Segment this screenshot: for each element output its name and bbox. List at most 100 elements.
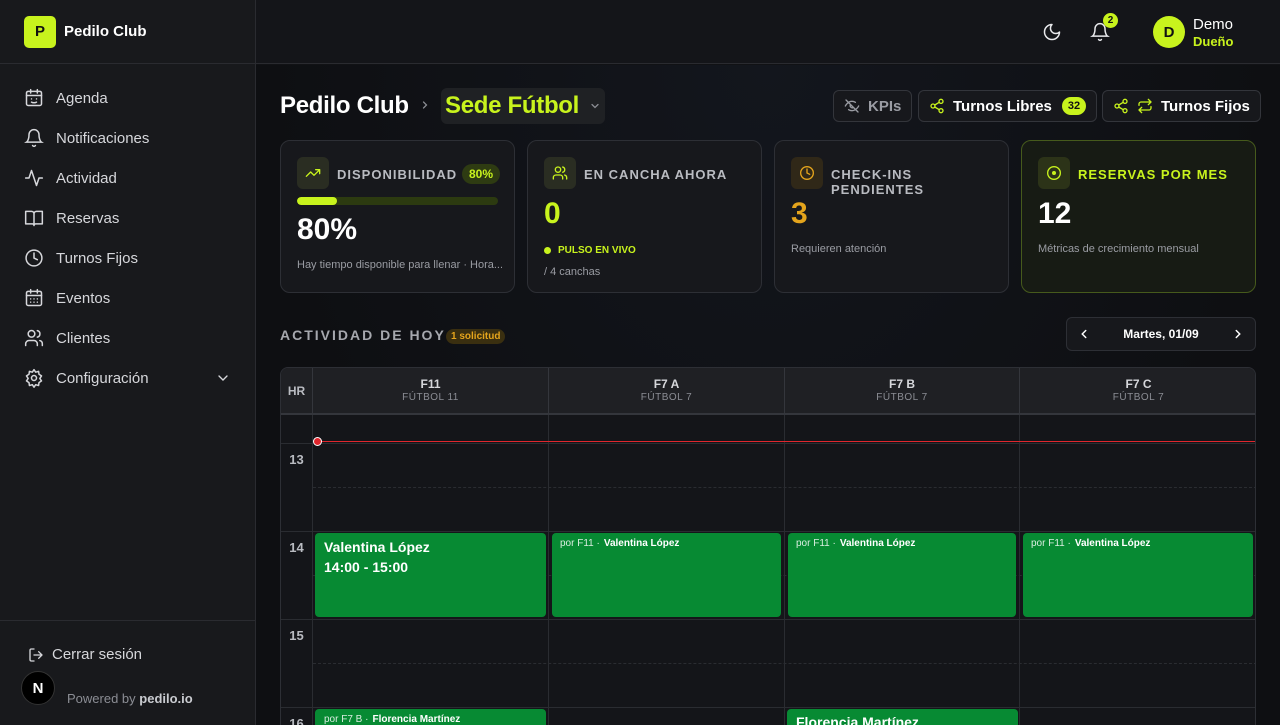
book-icon (24, 210, 44, 227)
sidebar-item-label: Eventos (56, 289, 111, 307)
clock-icon (791, 157, 823, 189)
live-dot (544, 247, 551, 254)
grid-line (281, 443, 1255, 444)
hour-label: 16 (289, 716, 304, 725)
court-name: F11 (420, 377, 441, 391)
turnos-fijos-button[interactable]: Turnos Fijos (1102, 90, 1261, 122)
page-title: Pedilo Club (280, 92, 409, 119)
logout-icon (29, 647, 43, 662)
logout-button[interactable]: Cerrar sesión (28, 646, 142, 663)
sidebar-item-label: Agenda (56, 89, 108, 107)
chevron-right-icon[interactable] (1231, 327, 1245, 341)
court-header-f11: F11 FÚTBOL 11 (313, 368, 549, 413)
sidebar-item-notificaciones[interactable]: Notificaciones (0, 118, 255, 158)
users-icon (544, 157, 576, 189)
bell-icon[interactable] (1090, 22, 1110, 42)
card-en-cancha[interactable]: EN CANCHA AHORA 0 PULSO EN VIVO / 4 canc… (527, 140, 762, 293)
notification-count-badge: 2 (1103, 13, 1118, 28)
powered-prefix: Powered by (67, 691, 136, 706)
sede-selector[interactable]: Sede Fútbol (441, 88, 606, 124)
sidebar-item-reservas[interactable]: Reservas (0, 198, 255, 238)
event-source: por F11 · (560, 538, 600, 549)
sidebar-item-agenda[interactable]: Agenda (0, 78, 255, 118)
grid-line (312, 415, 313, 725)
progress-bar (297, 197, 498, 205)
eye-off-icon (844, 99, 860, 113)
sidebar-item-label: Reservas (56, 209, 120, 227)
card-reservas[interactable]: RESERVAS POR MES 12 Métricas de crecimie… (1021, 140, 1256, 293)
user-role: Dueño (1193, 34, 1234, 49)
chevron-left-icon[interactable] (1077, 327, 1091, 341)
calendar-face-icon (25, 88, 43, 107)
card-disponibilidad[interactable]: DISPONIBILIDAD 80% 80% Hay tiempo dispon… (280, 140, 515, 293)
event-client-name: Florencia Martínez (796, 714, 919, 725)
booking-event[interactable]: por F11 · Valentina López (788, 533, 1016, 617)
card-subtitle: / 4 canchas (544, 266, 601, 278)
activity-icon (24, 169, 44, 187)
sidebar-item-turnos-fijos[interactable]: Turnos Fijos (0, 238, 255, 278)
sidebar-item-clientes[interactable]: Clientes (0, 318, 255, 358)
brand[interactable]: P Pedilo Club (0, 0, 255, 64)
event-reference: por F11 · Valentina López (796, 538, 915, 549)
event-time: 14:00 - 15:00 (324, 559, 409, 575)
event-reference: por F11 · Valentina López (560, 538, 679, 549)
sidebar-footer: Cerrar sesión N Powered by pedilo.io (0, 620, 255, 725)
framework-badge[interactable]: N (21, 671, 55, 705)
card-subtitle: Métricas de crecimiento mensual (1038, 243, 1199, 255)
moon-icon[interactable] (1042, 22, 1062, 42)
main-content: Pedilo Club Sede Fútbol KPIs Turnos Libr… (256, 65, 1280, 725)
event-reference: por F11 · Valentina López (1031, 538, 1150, 549)
kpis-button[interactable]: KPIs (833, 90, 913, 122)
card-subtitle: Requieren atención (791, 243, 887, 255)
date-navigator: Martes, 01/09 (1066, 317, 1256, 351)
sidebar: P Pedilo Club Agenda Notificaciones Acti… (0, 0, 256, 725)
grid-line (281, 531, 1255, 532)
event-client-name: Valentina López (1074, 538, 1151, 549)
current-time-dot (313, 437, 322, 446)
sidebar-item-eventos[interactable]: Eventos (0, 278, 255, 318)
booking-event[interactable]: por F7 B · Florencia Martínez (315, 709, 546, 725)
sidebar-item-label: Notificaciones (56, 129, 150, 147)
users-icon (24, 329, 44, 347)
card-checkins[interactable]: CHECK-INS PENDIENTES 3 Requieren atenció… (774, 140, 1009, 293)
sidebar-item-configuracion[interactable]: Configuración (0, 358, 255, 398)
chevron-right-icon (422, 101, 428, 109)
brand-name: Pedilo Club (64, 23, 147, 40)
grid-line (1019, 415, 1020, 725)
hour-label: 13 (289, 452, 304, 467)
booking-event[interactable]: por F11 · Valentina López (1023, 533, 1253, 617)
booking-event[interactable]: Florencia Martínez (787, 709, 1018, 725)
booking-event[interactable]: por F11 · Valentina López (552, 533, 781, 617)
sidebar-item-label: Actividad (56, 169, 117, 187)
progress-fill (297, 197, 338, 205)
schedule-header: HR F11 FÚTBOL 11 F7 A FÚTBOL 7 F7 B FÚTB… (281, 368, 1255, 415)
court-type: FÚTBOL 11 (402, 392, 459, 403)
booking-event[interactable]: Valentina López 14:00 - 15:00 (315, 533, 546, 617)
avatar[interactable]: D (1153, 16, 1185, 48)
event-reference: por F7 B · Florencia Martínez (324, 714, 460, 725)
hour-column-header: HR (281, 368, 313, 413)
gear-icon (25, 368, 43, 388)
trending-up-icon (297, 157, 329, 189)
turnos-libres-label: Turnos Libres (953, 97, 1052, 115)
sidebar-item-label: Clientes (56, 329, 111, 347)
card-value: 12 (1038, 197, 1072, 230)
request-badge[interactable]: 1 solicitud (446, 329, 506, 344)
date-label: Martes, 01/09 (1123, 327, 1199, 341)
user-name[interactable]: Demo (1193, 16, 1234, 33)
sidebar-item-actividad[interactable]: Actividad (0, 158, 255, 198)
chevron-down-icon[interactable] (215, 370, 231, 386)
card-label: CHECK-INS PENDIENTES (831, 167, 925, 197)
card-label: RESERVAS POR MES (1078, 167, 1228, 182)
court-name: F7 B (888, 377, 915, 391)
card-label: DISPONIBILIDAD (337, 167, 458, 182)
court-name: F7 C (1125, 377, 1152, 391)
event-source: por F11 · (1031, 538, 1071, 549)
event-client-name: Florencia Martínez (372, 714, 461, 725)
powered-brand: pedilo.io (139, 691, 193, 706)
grid-line (548, 415, 549, 725)
kpis-label: KPIs (868, 97, 902, 115)
calendar-grid-icon (25, 288, 43, 307)
court-name: F7 A (653, 377, 680, 391)
turnos-libres-button[interactable]: Turnos Libres 32 (918, 90, 1098, 122)
